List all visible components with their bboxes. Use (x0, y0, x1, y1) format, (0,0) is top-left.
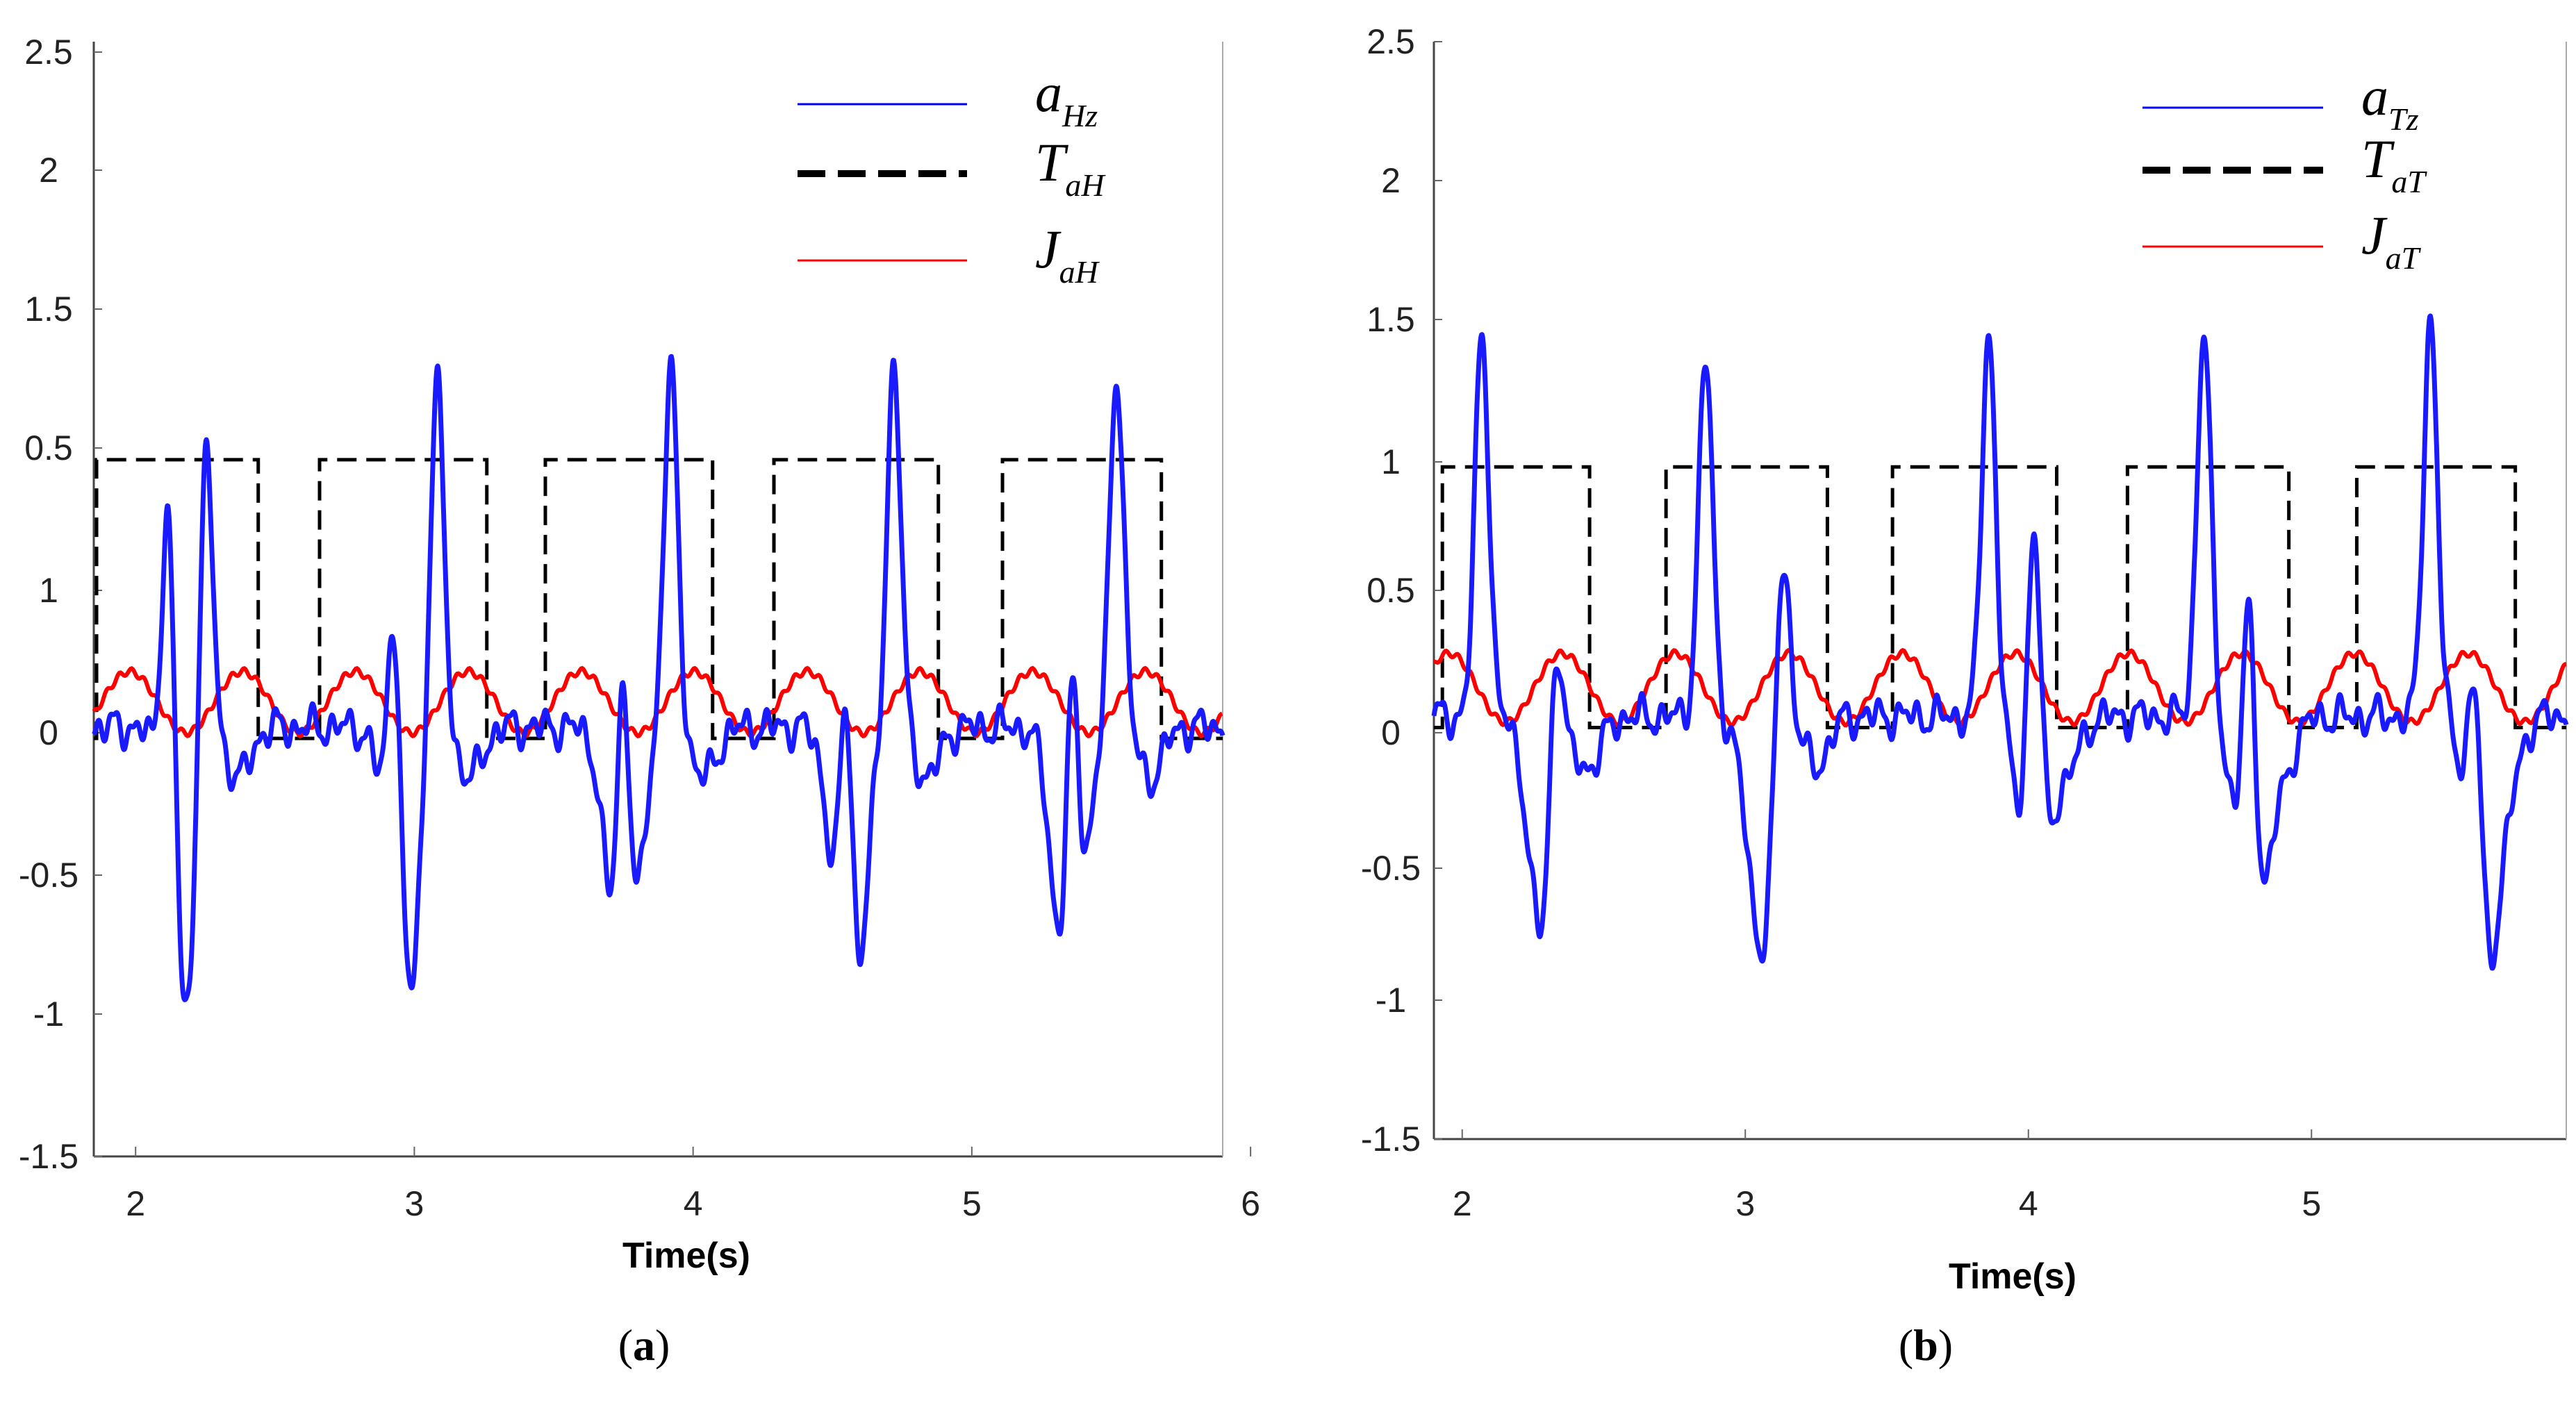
y-tick-label: 1 (39, 571, 58, 610)
series-T-line (94, 458, 1223, 740)
x-axis-title: Time(s) (1949, 1256, 2077, 1297)
x-tick-label: 4 (684, 1184, 703, 1223)
x-tick-label: 2 (1453, 1184, 1472, 1223)
y-tick-label: -1.5 (1361, 1120, 1421, 1159)
series-a-line (1431, 313, 2569, 971)
chart-panel-a: 2.5 2 1.5 0.5 1 0 -0.5 -1 -1.5 2 3 4 5 6 Time(s) aHz TaH… (19, 33, 1260, 1370)
legend-label-2: TaT (2361, 128, 2427, 199)
x-tick-label: 5 (2302, 1184, 2321, 1223)
y-tick-label: -0.5 (19, 856, 79, 895)
y-tick-label: 0.5 (1367, 571, 1415, 610)
y-tick-label: 1.5 (1367, 300, 1415, 339)
legend-label-3: JaT (2361, 205, 2422, 276)
y-tick-label: 2.5 (1367, 22, 1415, 61)
y-tick-label: 1 (1381, 442, 1401, 481)
legend-label-1: aTz (2361, 66, 2419, 137)
x-tick-label: 6 (1241, 1184, 1260, 1223)
series-T-line (1434, 465, 2566, 729)
chart-panel-b: 2.521.510.50-0.5-1-1.523456Time(s)aTzTaT… (1288, 0, 2576, 1403)
y-tick-label: -1 (33, 995, 64, 1033)
panel-label-a: (a) (618, 1320, 670, 1370)
y-tick-label: 2 (1381, 161, 1401, 200)
y-tick-label: -1 (1376, 981, 1406, 1020)
x-tick-label: 3 (1735, 1184, 1755, 1223)
chart-a-svg: 2.5 2 1.5 0.5 1 0 -0.5 -1 -1.5 2 3 4 5 6 Time(s) aHzTaH… (19, 33, 1260, 1276)
y-tick-label: 1.5 (24, 290, 73, 329)
x-tick-label: 2 (126, 1184, 145, 1223)
y-tick-label: 2.5 (24, 33, 73, 72)
y-tick-label: 0 (1381, 713, 1401, 752)
legend-label-3: JaH (1035, 219, 1100, 290)
y-tick-label: -1.5 (19, 1137, 79, 1176)
y-tick-label: -0.5 (1361, 849, 1421, 888)
x-tick-label: 4 (2019, 1184, 2038, 1223)
y-tick-label: 0 (39, 713, 58, 752)
x-axis-title: Time(s) (622, 1236, 750, 1276)
x-tick-label: 3 (405, 1184, 424, 1223)
legend-label-2: TaH (1035, 132, 1106, 203)
panel-label-b: (b) (1898, 1320, 1954, 1370)
y-tick-label: 2 (39, 151, 58, 190)
y-tick-label: 0.5 (24, 429, 73, 467)
series-a-line (92, 354, 1225, 1002)
legend-label-1: aHz (1035, 63, 1098, 133)
x-tick-label: 5 (962, 1184, 982, 1223)
chart-b-svg: 2.521.510.50-0.5-1-1.523456Time(s)aTzTaT… (1361, 22, 2569, 1297)
